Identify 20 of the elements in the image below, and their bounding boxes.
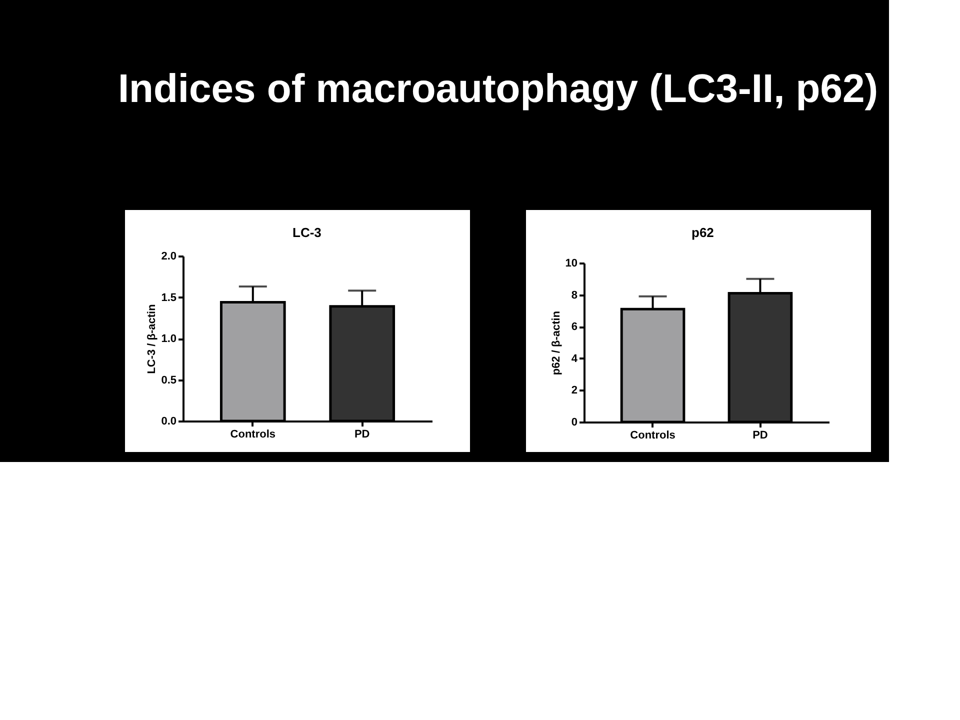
- y-tick-label: 2.0: [161, 250, 176, 262]
- y-tick-label: 0.5: [161, 374, 176, 386]
- y-tick-label: 0: [571, 416, 578, 428]
- y-axis-title: p62 / β-actin: [550, 310, 562, 376]
- x-tick-label: Controls: [630, 430, 676, 442]
- y-tick-label: 2: [571, 384, 578, 397]
- x-tick-label: PD: [752, 430, 768, 442]
- y-tick-label: 1.5: [161, 292, 176, 304]
- y-tick-label: 6: [571, 321, 578, 334]
- y-tick-label: 10: [565, 258, 578, 270]
- y-tick-label: 8: [571, 289, 578, 302]
- chart-title: LC-3: [292, 225, 322, 240]
- y-tick-label: 4: [571, 352, 578, 365]
- text: Indices of macroautophagy (LC3-II, p62): [118, 67, 878, 111]
- y-tick-label: 1.0: [161, 333, 176, 345]
- x-tick-label: Controls: [230, 428, 276, 440]
- y-tick-label: 0.0: [161, 416, 176, 428]
- x-tick-label: PD: [354, 428, 370, 440]
- chart-title: p62: [692, 225, 714, 240]
- y-axis-title: LC-3 / β-actin: [146, 304, 158, 374]
